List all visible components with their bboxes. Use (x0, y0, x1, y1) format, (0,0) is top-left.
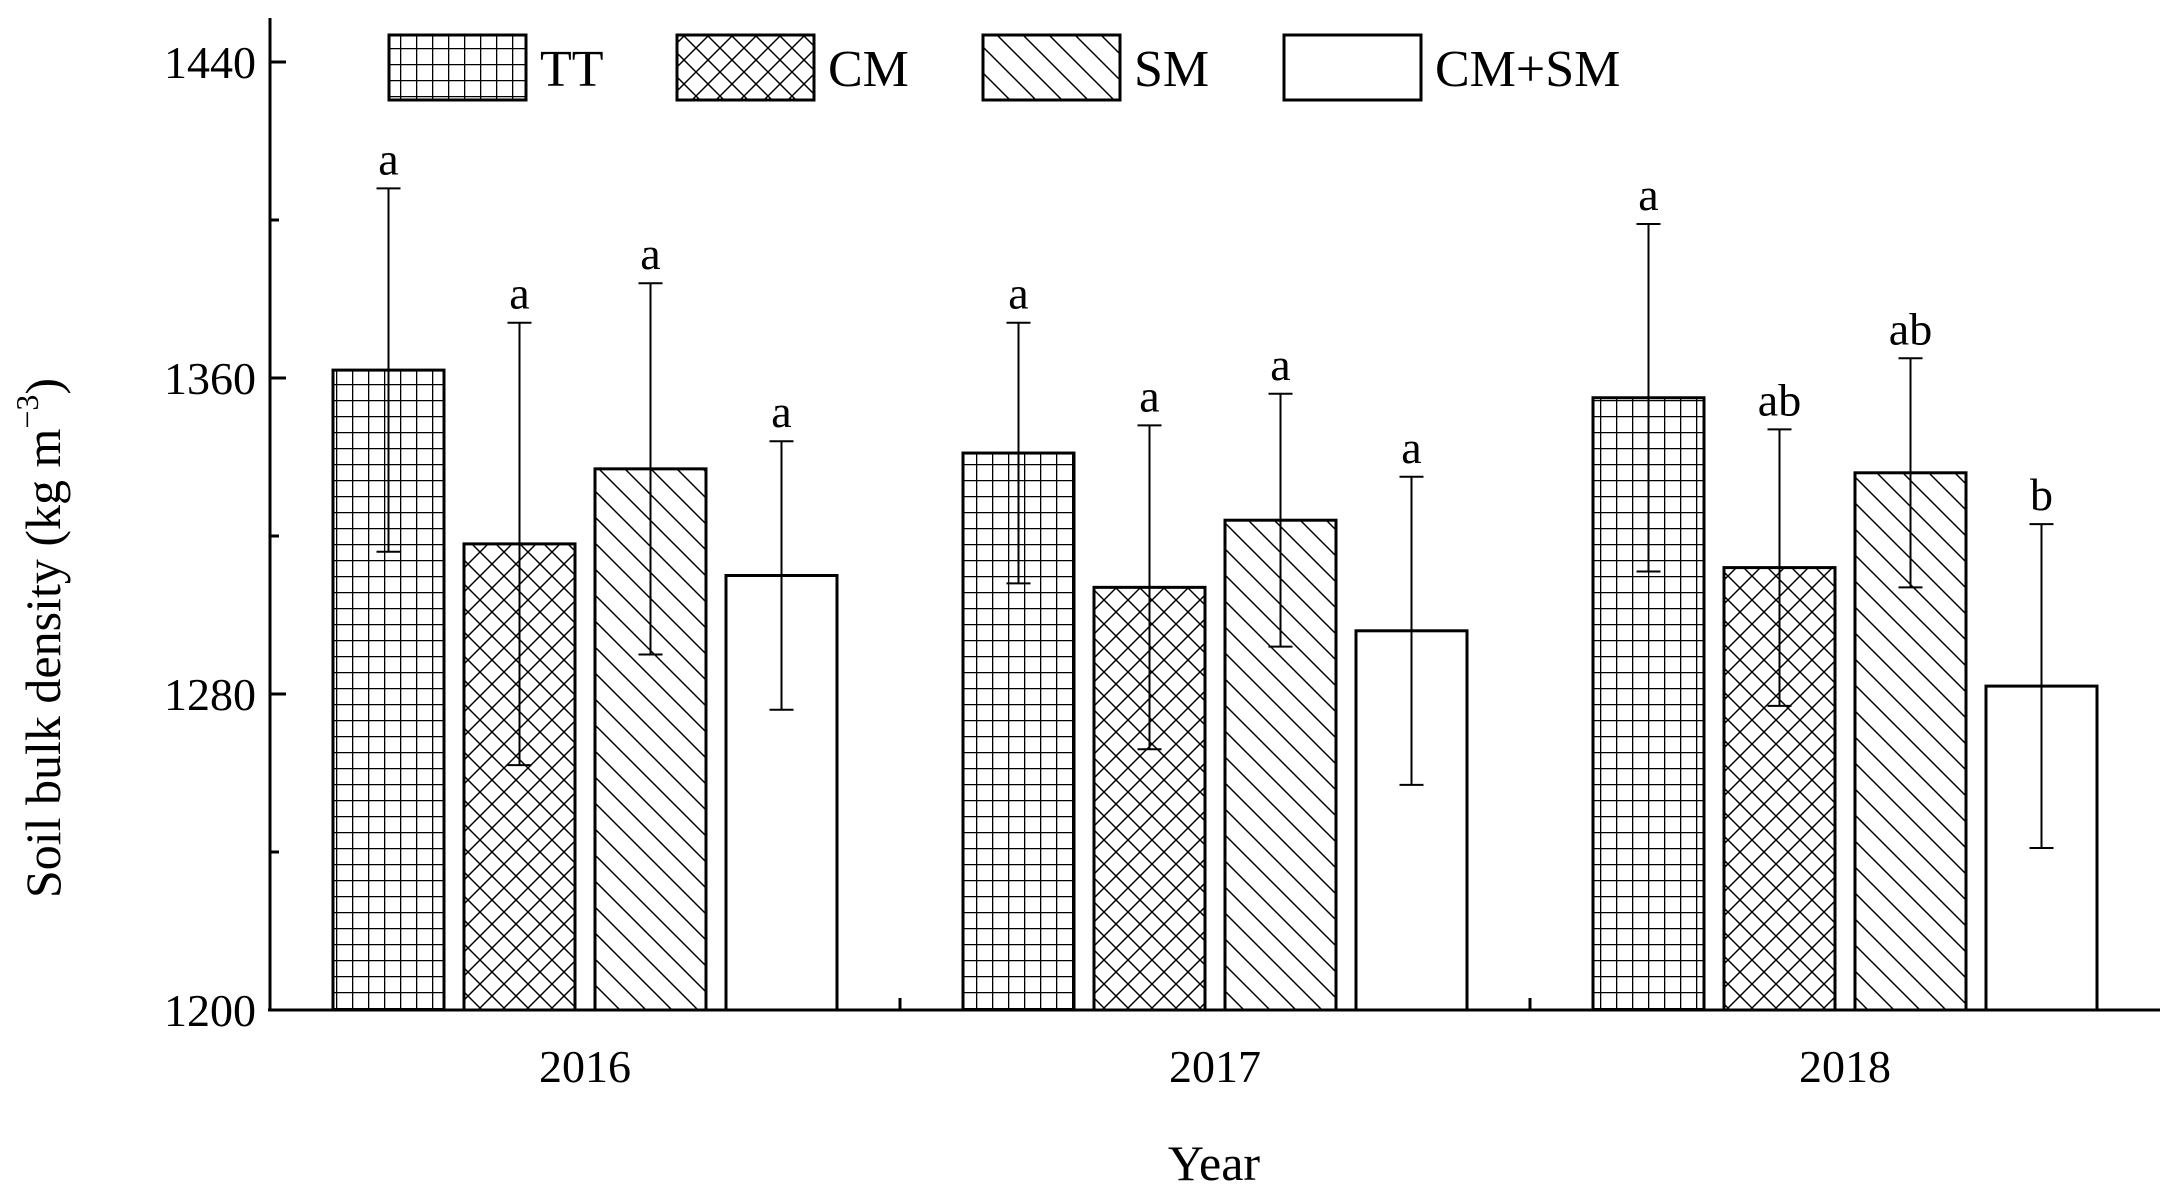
legend-label-cm: CM (828, 41, 909, 98)
significance-letter-tt-2018: a (1638, 169, 1658, 220)
legend-label-tt: TT (540, 41, 604, 98)
significance-letter-cm-sm-2016: a (771, 386, 791, 437)
significance-letter-cm-sm-2018: b (2030, 469, 2053, 520)
bars-layer (331, 368, 2099, 1012)
y-tick-label: 1200 (164, 985, 256, 1036)
error-bars-layer (376, 187, 2054, 850)
significance-letter-cm-2017: a (1139, 370, 1159, 421)
tick-layer: 1200 1280 1360 1440 2016 2017 2018 (164, 37, 1891, 1092)
y-tick-label: 1440 (164, 37, 256, 88)
y-tick-label: 1360 (164, 353, 256, 404)
legend: TT CM SM CM+SM (387, 33, 1620, 102)
significance-letter-cm-2016: a (509, 268, 529, 319)
significance-letter-sm-2018: ab (1889, 303, 1932, 354)
legend-label-cm-sm: CM+SM (1435, 41, 1620, 98)
x-axis-title: Year (1168, 1135, 1260, 1190)
significance-letter-cm-2018: ab (1758, 374, 1801, 425)
y-axis-title: Soil bulk density (kg m−3) (9, 378, 71, 898)
x-tick-label-2016: 2016 (539, 1041, 631, 1092)
legend-label-sm: SM (1134, 41, 1209, 98)
significance-letter-tt-2017: a (1008, 268, 1028, 319)
significance-letters-layer: a a a a a a a a a ab ab b (378, 133, 2053, 520)
legend-swatch-tt (387, 33, 528, 102)
legend-swatch-cm (675, 33, 816, 102)
legend-swatch-sm (981, 33, 1122, 102)
x-tick-label-2017: 2017 (1169, 1041, 1261, 1092)
significance-letter-cm-sm-2017: a (1401, 422, 1421, 473)
legend-swatch-cm-sm (1282, 33, 1423, 102)
y-tick-label: 1280 (164, 669, 256, 720)
significance-letter-sm-2017: a (1270, 339, 1290, 390)
x-tick-label-2018: 2018 (1799, 1041, 1891, 1092)
significance-letter-tt-2016: a (378, 133, 398, 184)
significance-letter-sm-2016: a (640, 228, 660, 279)
